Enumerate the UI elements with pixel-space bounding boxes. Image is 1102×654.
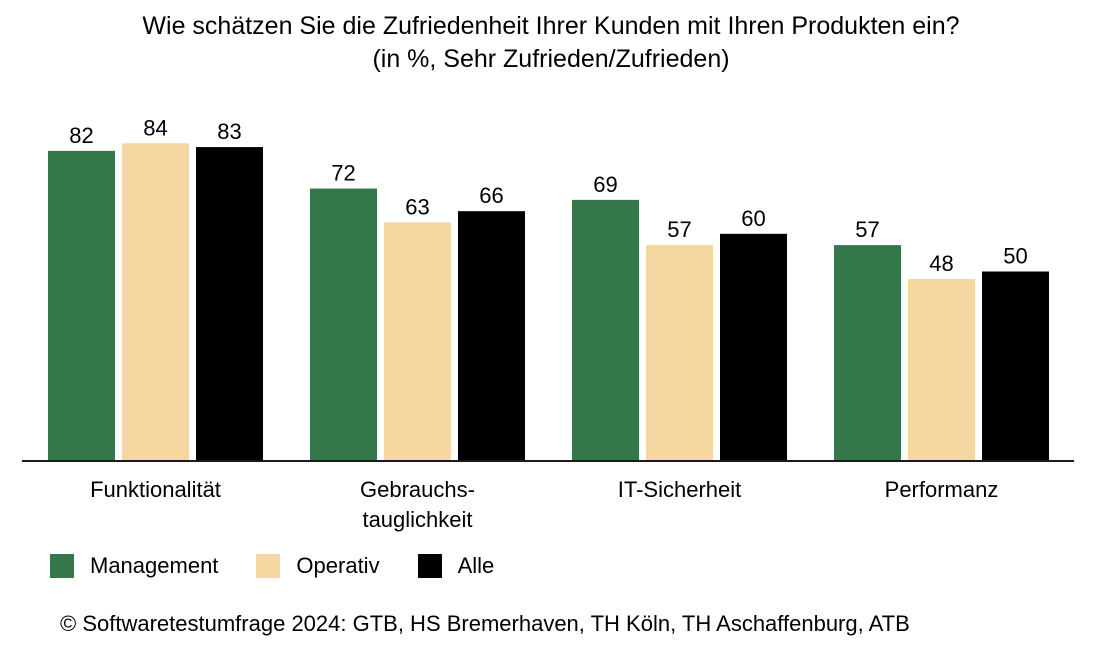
- bar-operativ-performanz: [908, 279, 975, 460]
- bar-operativ-funktionalit-t: [122, 143, 189, 460]
- legend-label-management: Management: [90, 553, 219, 578]
- x-tick-label-it-sicherheit: IT-Sicherheit: [618, 477, 742, 502]
- legend-item-management: Management: [50, 553, 218, 579]
- x-tick-label-funktionalit-t: Funktionalität: [90, 477, 221, 502]
- data-label-operativ-it-sicherheit: 57: [667, 217, 691, 242]
- chart-title-block: Wie schätzen Sie die Zufriedenheit Ihrer…: [0, 10, 1102, 76]
- data-label-operativ-funktionalit-t: 84: [143, 115, 167, 140]
- data-label-management-performanz: 57: [855, 217, 879, 242]
- legend-label-operativ: Operativ: [296, 553, 380, 578]
- x-tick-label-line: Gebrauchs-: [360, 477, 475, 502]
- data-label-operativ-performanz: 48: [929, 251, 953, 276]
- chart-title: Wie schätzen Sie die Zufriedenheit Ihrer…: [142, 12, 960, 40]
- data-label-alle-it-sicherheit: 60: [741, 206, 765, 231]
- bar-alle-performanz: [982, 271, 1049, 460]
- copyright-icon: ©: [60, 611, 77, 636]
- x-tick-label-line: Performanz: [885, 477, 999, 502]
- bar-management-gebrauchs-tauglichkeit: [310, 188, 377, 460]
- legend-item-alle: Alle: [417, 553, 495, 579]
- bar-alle-it-sicherheit: [720, 233, 787, 460]
- x-tick-label-gebrauchs-tauglichkeit: Gebrauchs-tauglichkeit: [360, 477, 475, 532]
- data-label-alle-performanz: 50: [1003, 244, 1027, 269]
- data-label-alle-gebrauchs-tauglichkeit: 66: [479, 183, 503, 208]
- x-tick-label-performanz: Performanz: [885, 477, 999, 502]
- x-tick-label-line: IT-Sicherheit: [618, 477, 742, 502]
- data-label-management-funktionalit-t: 82: [69, 123, 93, 148]
- bar-alle-gebrauchs-tauglichkeit: [458, 211, 525, 460]
- chart-subtitle: (in %, Sehr Zufrieden/Zufrieden): [372, 45, 730, 73]
- data-label-alle-funktionalit-t: 83: [217, 119, 241, 144]
- bar-alle-funktionalit-t: [196, 147, 263, 460]
- data-label-management-it-sicherheit: 69: [593, 172, 617, 197]
- data-label-operativ-gebrauchs-tauglichkeit: 63: [405, 194, 429, 219]
- source-footer: © Softwaretestumfrage 2024: GTB, HS Brem…: [60, 611, 910, 637]
- legend: Management Operativ Alle: [50, 553, 532, 579]
- data-label-management-gebrauchs-tauglichkeit: 72: [331, 161, 355, 186]
- legend-label-alle: Alle: [457, 553, 495, 578]
- bar-management-funktionalit-t: [48, 150, 115, 461]
- x-tick-label-line: tauglichkeit: [362, 507, 472, 532]
- x-tick-label-line: Funktionalität: [90, 477, 221, 502]
- bar-operativ-it-sicherheit: [646, 245, 713, 460]
- legend-swatch-management: [50, 554, 74, 578]
- bar-management-performanz: [834, 245, 901, 460]
- bar-management-it-sicherheit: [572, 199, 639, 460]
- bar-operativ-gebrauchs-tauglichkeit: [384, 222, 451, 460]
- legend-swatch-operativ: [256, 554, 281, 578]
- legend-swatch-alle: [417, 554, 442, 578]
- legend-item-operativ: Operativ: [256, 553, 380, 579]
- source-text: Softwaretestumfrage 2024: GTB, HS Bremer…: [82, 611, 910, 636]
